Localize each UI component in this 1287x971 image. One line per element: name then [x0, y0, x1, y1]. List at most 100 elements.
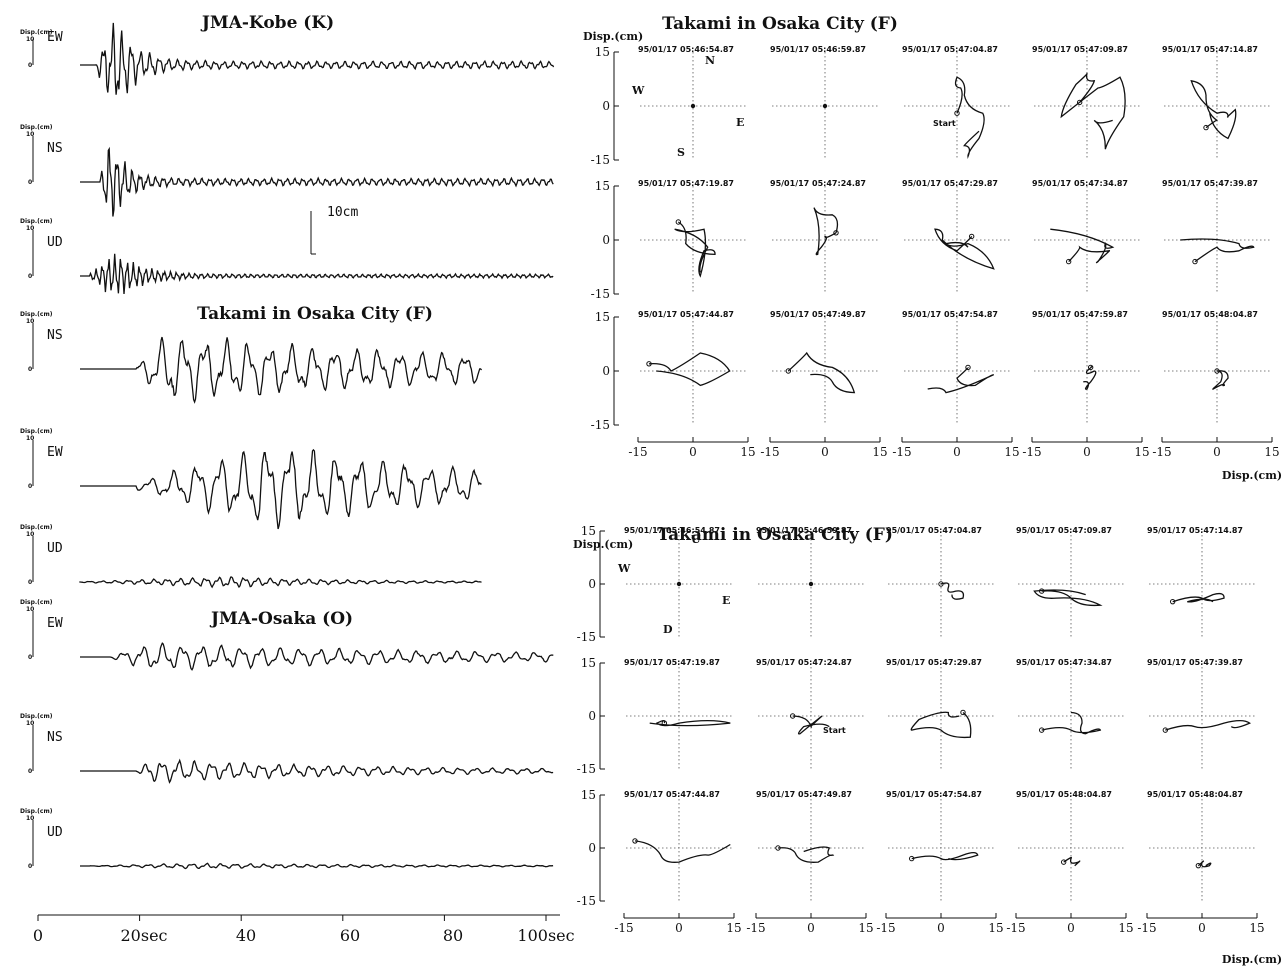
waveform [80, 253, 554, 295]
orbit-path [1212, 370, 1229, 390]
orbit-path [1050, 228, 1115, 264]
waveform [79, 576, 482, 589]
orbit-panel: 95/01/17 05:47:34.87 [1016, 658, 1124, 769]
direction-up: U [691, 533, 701, 546]
orbit-panel: 95/01/17 05:47:24.87 Start [756, 658, 864, 769]
disp-max: 10 [26, 131, 34, 138]
orbit-start-marker [646, 361, 652, 367]
orbit-start-marker [789, 713, 796, 719]
orbit-panel: 95/01/17 05:48:04.87 -15 0 15 [1137, 790, 1264, 935]
orbit-start-marker [1060, 859, 1067, 865]
waveform [80, 146, 554, 217]
orbit-timestamp: 95/01/17 05:46:54.87 [624, 526, 720, 535]
orbit-panel: 95/01/17 05:48:04.87 -15 0 15 [1152, 310, 1279, 459]
channel-label: UD [47, 825, 63, 840]
direction-right: E [736, 116, 744, 129]
orbit-path [1033, 589, 1103, 607]
disp-label: Disp.(cm) [20, 311, 53, 318]
disp-zero: 0 [28, 366, 32, 373]
waveform [80, 642, 554, 671]
orbit-y-tick-label: 15 [581, 788, 596, 802]
orbit-path [674, 221, 716, 278]
disp-label: Disp.(cm) [20, 218, 53, 225]
disp-max: 10 [26, 318, 34, 325]
orbit-y-tick-label: -15 [577, 894, 596, 908]
orbit-panel: 95/01/17 05:46:59.87 [770, 45, 878, 160]
trace-2-ud: Disp.(cm)10 0 UD [20, 808, 554, 870]
time-axis: 0 20sec 40 60 80 100sec [33, 914, 575, 945]
orbit-panel: 95/01/17 05:47:19.87 [638, 179, 746, 294]
orbit-y-tick-label: -15 [577, 630, 596, 644]
direction-right: E [722, 594, 730, 607]
orbit-title-vertical: Takami in Osaka City (F) [657, 525, 893, 545]
orbit-xlabel: Disp.(cm) [1222, 469, 1282, 482]
orbit-path [940, 582, 965, 600]
orbit-y-tick-label: 0 [588, 709, 596, 723]
orbit-y-tick-label: -15 [577, 762, 596, 776]
time-tick-20: 20sec [121, 926, 168, 945]
orbit-timestamp: 95/01/17 05:47:09.87 [1032, 45, 1128, 54]
orbit-start-marker [965, 364, 971, 371]
disp-zero: 0 [28, 768, 32, 775]
orbit-timestamp: 95/01/17 05:47:54.87 [902, 310, 998, 319]
orbit-panel: 95/01/17 05:47:14.87 [1147, 526, 1255, 637]
orbit-x-tick-label: -15 [1022, 445, 1041, 459]
trace-2-ew: Disp.(cm)10 0 EW [20, 599, 554, 671]
orbit-timestamp: 95/01/17 05:46:59.87 [756, 526, 852, 535]
orbit-panel: 95/01/17 05:47:29.87 [902, 179, 1010, 294]
orbit-timestamp: 95/01/17 05:46:54.87 [638, 45, 734, 54]
orbit-x-tick-label: 0 [953, 445, 961, 459]
orbit-y-tick-label: 15 [595, 179, 610, 193]
orbit-y-tick-label: 15 [581, 524, 596, 538]
orbit-path [813, 207, 839, 256]
orbit-path [634, 840, 731, 863]
orbit-timestamp: 95/01/17 05:47:14.87 [1147, 526, 1243, 535]
orbit-start-marker [1038, 727, 1045, 733]
orbit-start-marker [833, 230, 839, 236]
orbit-x-tick-label: 15 [1118, 921, 1133, 935]
disp-zero: 0 [28, 179, 32, 186]
orbit-x-tick-label: 15 [726, 921, 741, 935]
disp-label: Disp.(cm) [20, 124, 53, 131]
orbit-timestamp: 95/01/17 05:47:09.87 [1016, 526, 1112, 535]
orbit-panel: 95/01/17 05:47:49.87 -15 0 15 [746, 790, 873, 935]
waveform [80, 448, 482, 530]
orbit-timestamp: 95/01/17 05:46:59.87 [770, 45, 866, 54]
orbit-path [777, 846, 835, 863]
orbit-start-marker [1195, 862, 1202, 869]
orbit-panel: 95/01/17 05:46:59.87 [756, 526, 864, 637]
disp-max: 10 [26, 36, 34, 43]
orbit-panel: 95/01/17 05:47:19.87 [624, 658, 732, 769]
orbit-start-marker [785, 368, 792, 374]
orbit-y-tick-label: 15 [595, 45, 610, 59]
orbit-timestamp: 95/01/17 05:47:39.87 [1147, 658, 1243, 667]
orbit-y-tick-label: 0 [602, 364, 610, 378]
orbit-path [1083, 365, 1097, 390]
disp-label: Disp.(cm) [20, 29, 53, 36]
orbit-panel: 95/01/17 05:47:09.87 [1016, 526, 1124, 637]
orbit-panel: 95/01/17 05:47:04.87 Start [902, 45, 1010, 160]
waveform [80, 22, 555, 95]
orbit-path [1172, 592, 1225, 603]
start-label: Start [823, 726, 846, 735]
orbit-panel: 95/01/17 05:47:44.87 -15 0 15 [628, 310, 755, 459]
orbit-x-tick-label: -15 [1006, 921, 1025, 935]
orbit-timestamp: 95/01/17 05:47:54.87 [886, 790, 982, 799]
trace-0-ud: Disp.(cm)10 0 UD [20, 218, 554, 295]
orbit-start-marker [938, 581, 944, 587]
start-label: Start [933, 119, 956, 128]
trace-1-ud: Disp.(cm)10 0 UD [20, 524, 482, 589]
orbit-timestamp: 95/01/17 05:47:59.87 [1032, 310, 1128, 319]
orbit-point [690, 103, 696, 109]
orbit-x-tick-label: 0 [937, 921, 945, 935]
orbit-x-tick-label: 0 [689, 445, 697, 459]
orbit-start-marker [675, 219, 682, 225]
time-tick-40: 40 [236, 926, 256, 945]
orbit-y-tick-label: 15 [581, 656, 596, 670]
orbit-panel: 95/01/17 05:47:54.87 -15 0 15 [876, 790, 1003, 935]
direction-up: N [705, 54, 715, 67]
orbit-timestamp: 95/01/17 05:47:24.87 [770, 179, 866, 188]
orbit-x-tick-label: 15 [858, 921, 873, 935]
